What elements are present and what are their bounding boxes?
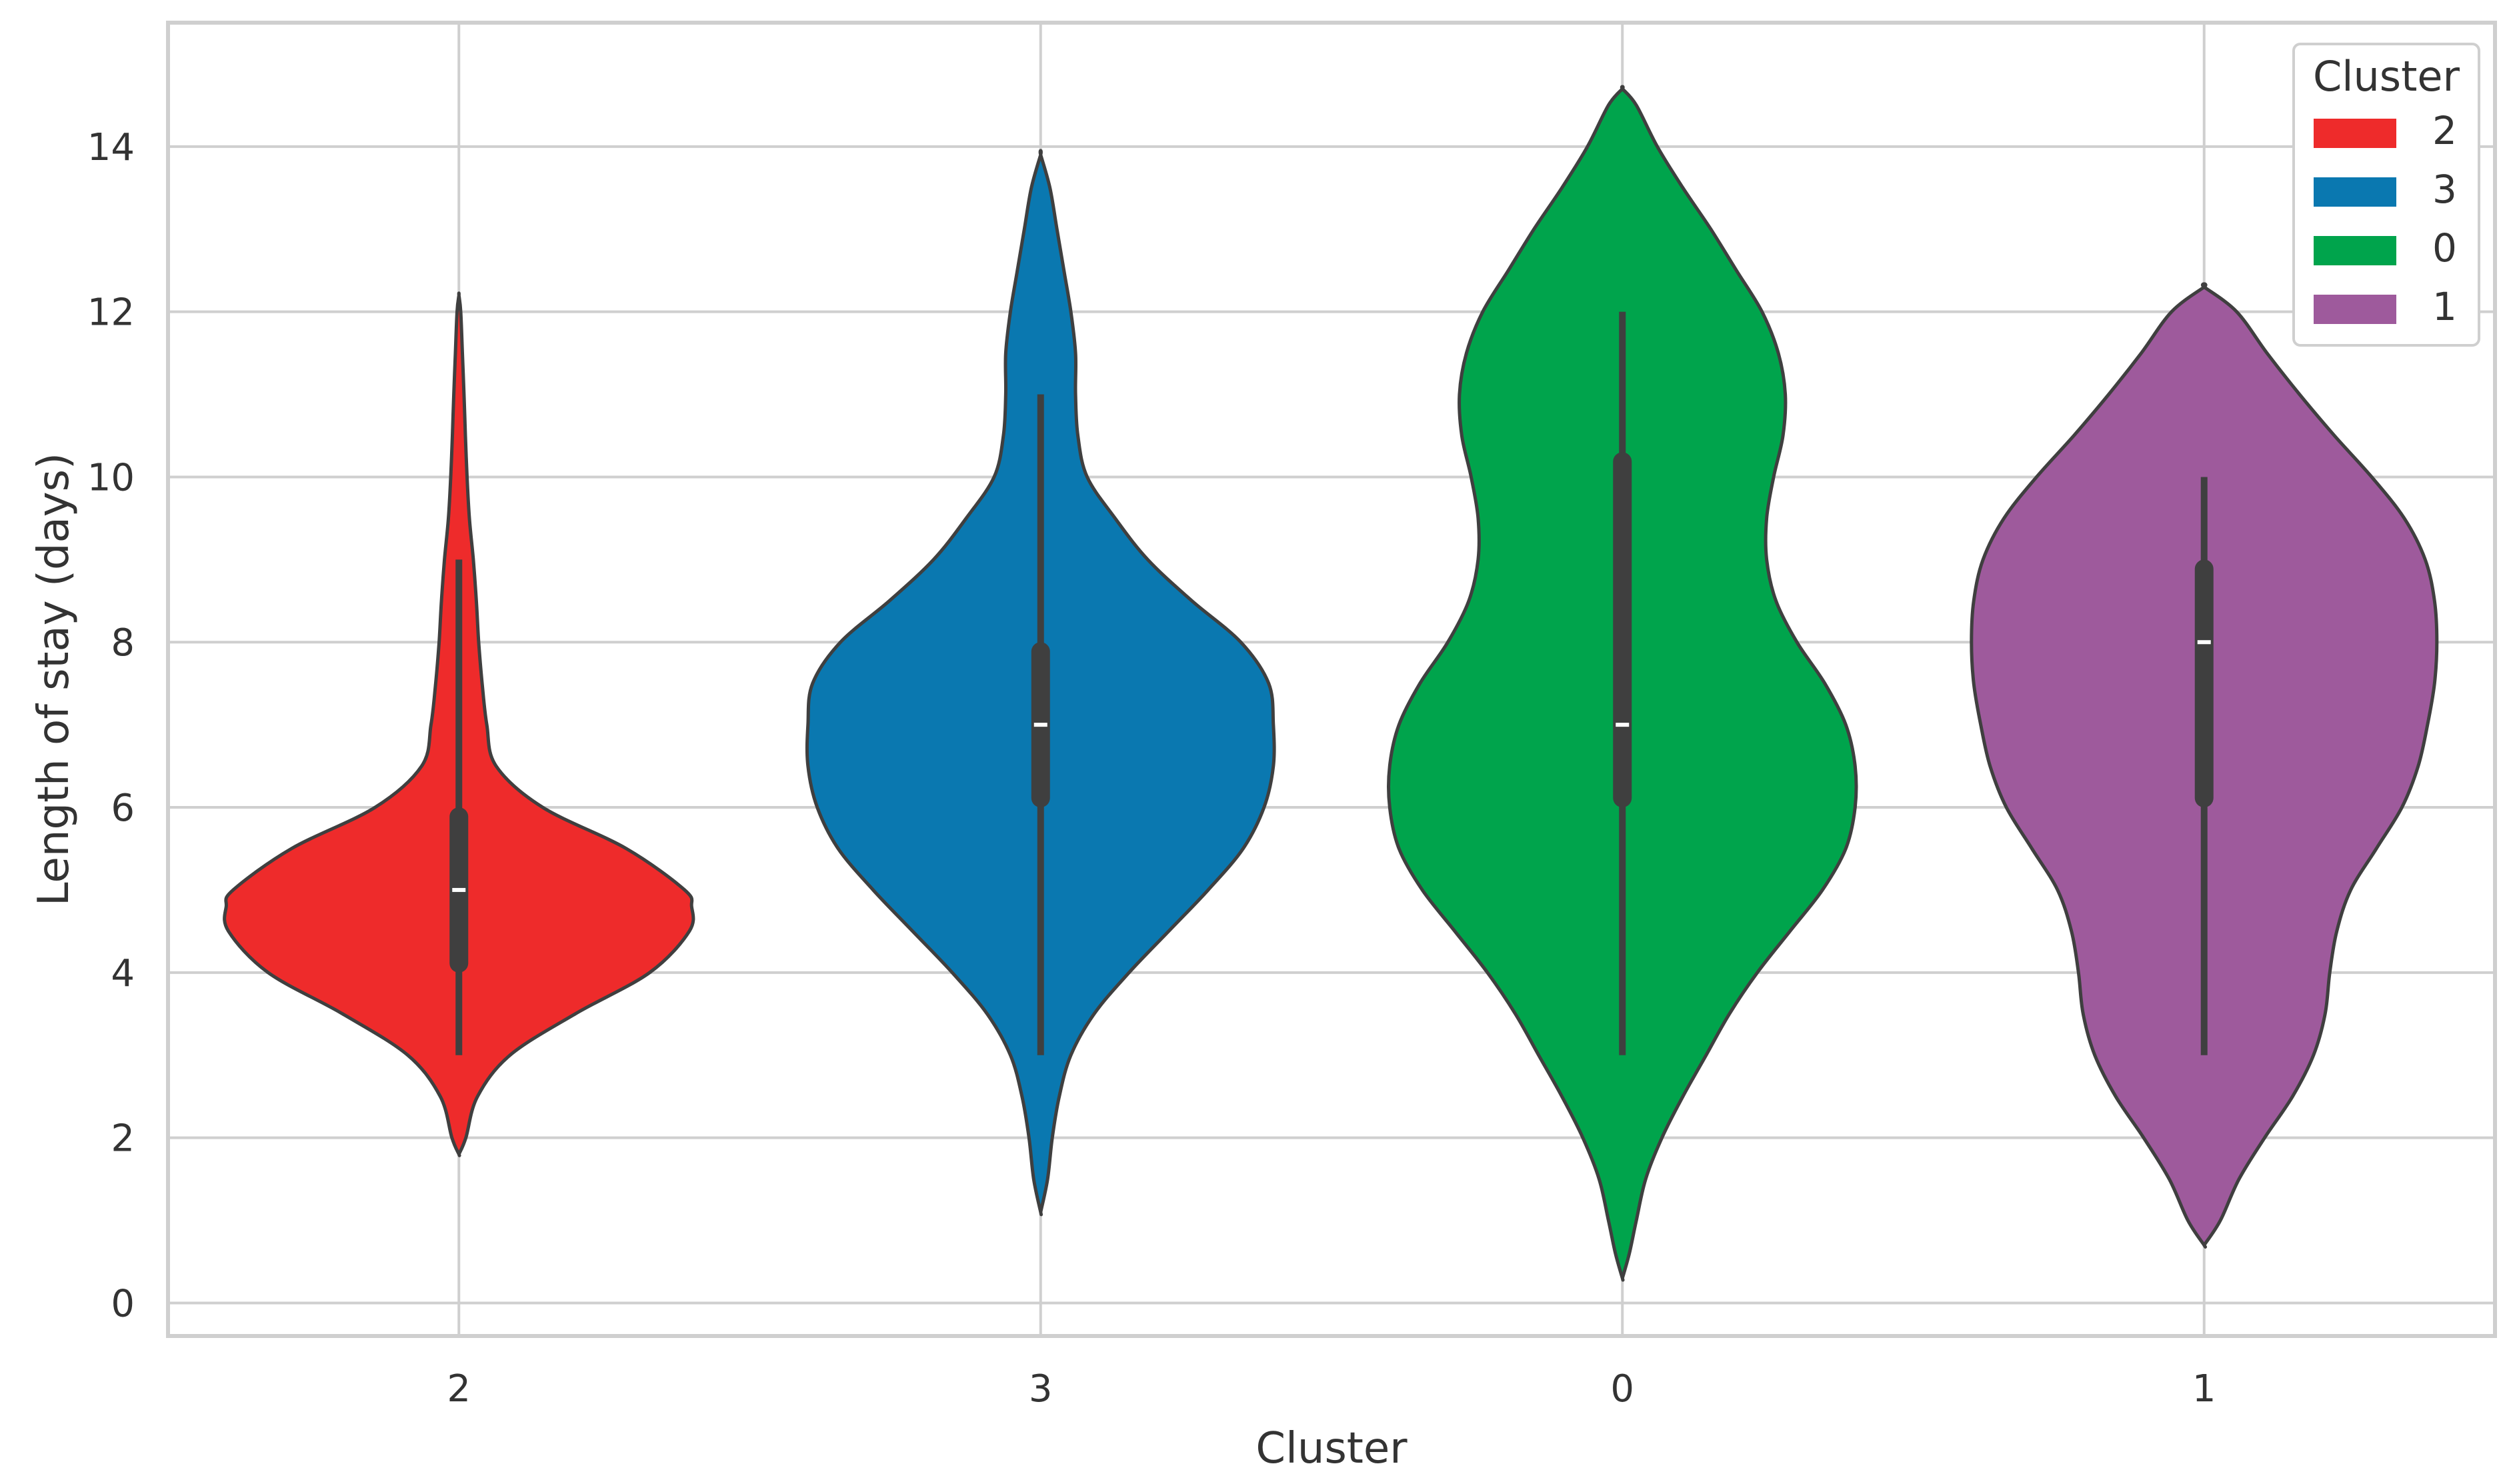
iqr-box-0: [1613, 452, 1632, 808]
y-tick-label: 6: [111, 787, 135, 830]
median-marker-1: [2197, 640, 2211, 645]
x-tick-label: 0: [1610, 1367, 1634, 1411]
median-marker-0: [1616, 723, 1630, 727]
legend-swatch: [2314, 295, 2396, 324]
y-tick-label: 8: [111, 621, 135, 665]
y-tick-labels: 0 2 4 6 8 10 12 14: [87, 126, 135, 1326]
legend-entry-3: 3: [2314, 167, 2457, 212]
legend-label: 0: [2432, 225, 2457, 271]
violin-3: [805, 149, 1276, 1217]
violin-1: [1970, 282, 2439, 1249]
x-tick-labels: 2 3 0 1: [447, 1367, 2216, 1411]
y-tick-label: 2: [111, 1117, 135, 1161]
y-tick-label: 0: [111, 1282, 135, 1325]
y-tick-label: 10: [87, 456, 135, 499]
violin-0: [1387, 85, 1858, 1282]
legend-swatch: [2314, 236, 2396, 265]
y-tick-label: 4: [111, 952, 135, 995]
violins: [223, 85, 2439, 1282]
legend: Cluster 2 3 0 1: [2292, 43, 2480, 347]
legend-entry-0: 0: [2314, 225, 2457, 271]
plot-frame: [166, 21, 2497, 1338]
legend-label: 3: [2432, 167, 2457, 212]
legend-label: 1: [2432, 284, 2457, 329]
x-axis-title: Cluster: [1255, 1424, 1408, 1473]
legend-label: 2: [2432, 108, 2457, 153]
y-tick-label: 14: [87, 126, 135, 169]
legend-swatch: [2314, 177, 2396, 207]
legend-entries: 2 3 0 1: [2314, 108, 2457, 329]
violin-2: [223, 291, 695, 1157]
median-marker-3: [1033, 723, 1047, 727]
y-tick-label: 12: [87, 291, 135, 335]
legend-entry-1: 1: [2314, 284, 2457, 329]
x-tick-label: 3: [1029, 1367, 1053, 1411]
y-axis-title: Length of stay (days): [29, 453, 79, 906]
legend-swatch: [2314, 119, 2396, 148]
iqr-box-1: [2194, 559, 2214, 808]
median-marker-2: [452, 887, 466, 892]
x-tick-label: 2: [447, 1367, 471, 1411]
legend-title: Cluster: [2313, 52, 2460, 101]
legend-entry-2: 2: [2314, 108, 2457, 153]
x-tick-label: 1: [2192, 1367, 2216, 1411]
